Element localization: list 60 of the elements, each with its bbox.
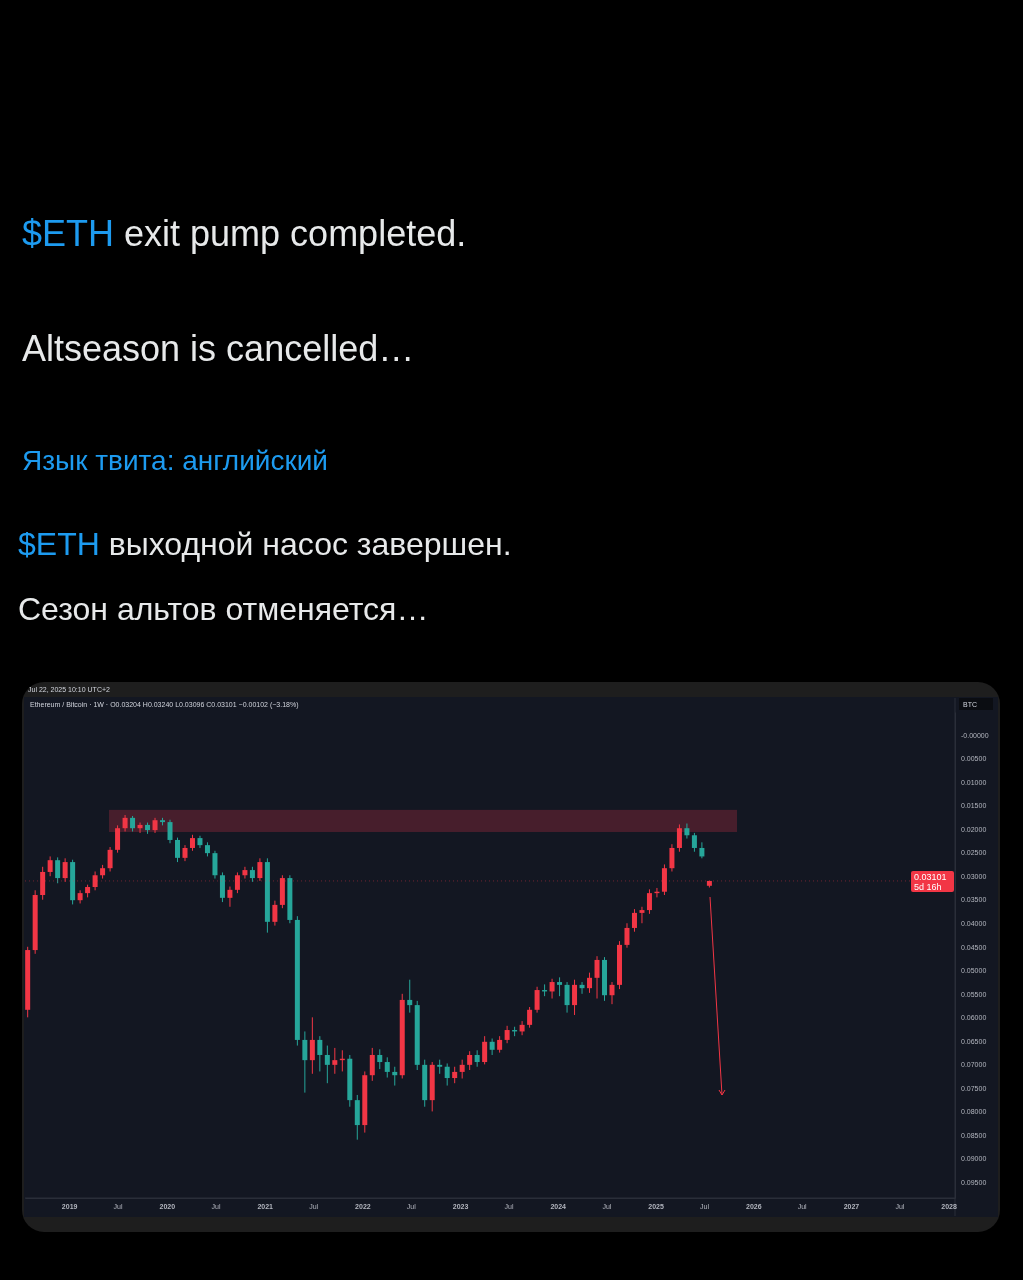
candlestick (444, 1062, 450, 1087)
candlestick (234, 871, 240, 894)
candlestick (467, 1050, 473, 1071)
candlestick (624, 922, 630, 949)
candlestick (392, 1066, 398, 1087)
candlestick (482, 1035, 488, 1065)
candlestick (62, 857, 68, 883)
candlestick (691, 832, 697, 853)
candlestick (115, 824, 121, 854)
candlestick (579, 981, 585, 995)
candlestick (587, 972, 593, 994)
candlestick (272, 900, 278, 927)
candlestick (92, 870, 98, 891)
candlestick (107, 846, 113, 872)
candlestick (459, 1059, 465, 1079)
candlestick (302, 1030, 308, 1094)
candlestick (519, 1020, 525, 1036)
candlestick (55, 856, 61, 884)
candlestick (77, 889, 83, 904)
candlestick (227, 886, 233, 908)
text: Сезон альтов отменяется… (18, 591, 429, 627)
candlestick (257, 857, 263, 882)
candlestick (384, 1056, 390, 1079)
candlestick (534, 986, 540, 1014)
candlestick (489, 1038, 495, 1056)
candlestick (609, 981, 615, 1005)
candlestick (175, 837, 180, 863)
chart-subtitle: Altseason is cancelled… (22, 328, 415, 369)
candlestick (594, 955, 600, 1000)
candlestick (369, 1047, 375, 1082)
candlestick (309, 1016, 315, 1075)
candlestick (557, 976, 563, 997)
candlestick (40, 866, 46, 901)
candlestick (324, 1045, 330, 1084)
candlestick (47, 855, 53, 877)
candlestick (527, 1006, 533, 1029)
text: Язык твита: английский (22, 445, 328, 476)
text: $ETH выходной насос завершен. (18, 526, 512, 562)
candlestick (137, 822, 143, 834)
candlestick (377, 1048, 383, 1070)
candlestick (167, 819, 173, 844)
chart-title: $ETH exit pump completed. (22, 213, 467, 254)
ref-line-label: 0.03101 5d 16h (914, 871, 947, 892)
candlestick (317, 1035, 323, 1072)
candlestick (549, 978, 555, 1000)
candlestick (212, 850, 218, 880)
candlestick (646, 888, 652, 915)
candlestick (639, 906, 645, 924)
candlestick (407, 979, 413, 1014)
candlestick (572, 979, 578, 1016)
candlestick (699, 841, 705, 859)
candlestick (332, 1047, 338, 1075)
candlestick (564, 981, 570, 1014)
candlestick (242, 866, 248, 880)
candlestick (631, 908, 637, 933)
candlestick (676, 823, 682, 853)
candlestick (219, 871, 225, 903)
candlestick (661, 863, 667, 896)
candlestick (669, 843, 675, 872)
candlestick (684, 823, 690, 840)
